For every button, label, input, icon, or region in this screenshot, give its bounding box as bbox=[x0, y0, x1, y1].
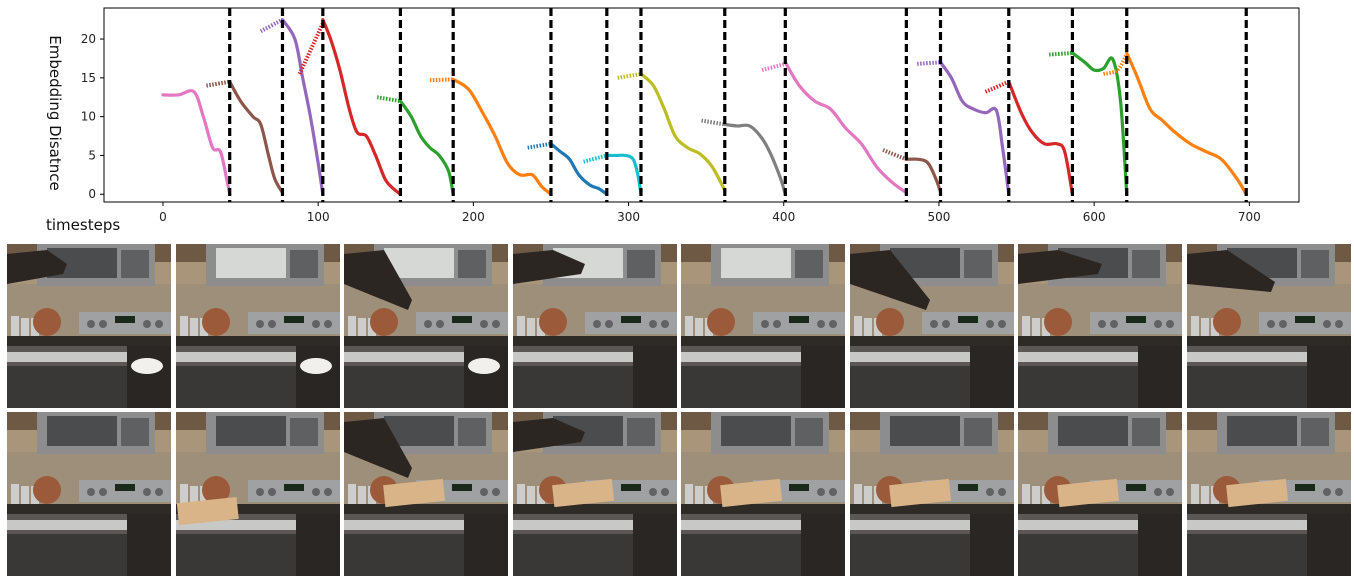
segment-line-0 bbox=[161, 89, 232, 196]
segment-line-4 bbox=[398, 99, 455, 196]
plot-frame bbox=[103, 7, 1300, 203]
video-frame bbox=[849, 412, 1014, 576]
video-frame bbox=[512, 412, 677, 576]
segment-line-8 bbox=[639, 72, 727, 192]
x-axis-label: timesteps bbox=[46, 216, 120, 234]
video-frame bbox=[344, 412, 508, 576]
video-frame bbox=[344, 244, 508, 408]
segment-lead-in-1 bbox=[206, 79, 231, 88]
video-frame bbox=[1186, 244, 1351, 408]
y-tick-label: 20 bbox=[81, 32, 96, 46]
video-frame bbox=[7, 412, 171, 576]
segment-lead-in-10 bbox=[761, 61, 786, 73]
segment-line-3 bbox=[321, 18, 403, 196]
segment-line-9 bbox=[723, 122, 787, 196]
x-tick-label: 0 bbox=[159, 210, 167, 224]
segment-lead-in-9 bbox=[701, 118, 726, 127]
segment-lead-in-13 bbox=[984, 79, 1010, 94]
y-axis-label: Embedding Disatnce bbox=[46, 35, 64, 190]
segment-line-12 bbox=[938, 60, 1011, 196]
embedding-distance-chart: 0 100 200 300 400 500 600 700 0 5 10 15 20 Embedding… bbox=[46, 7, 1300, 234]
segment-lead-in-8 bbox=[617, 71, 642, 80]
segment-line-2 bbox=[280, 18, 325, 196]
segment-lead-in-12 bbox=[917, 60, 941, 66]
video-frame bbox=[7, 244, 171, 408]
plot-area bbox=[161, 8, 1248, 202]
x-tick-label: 300 bbox=[617, 210, 640, 224]
axes: 0 100 200 300 400 500 600 700 0 5 10 15 20 bbox=[81, 7, 1300, 224]
x-tick-label: 400 bbox=[772, 210, 795, 224]
segment-line-1 bbox=[228, 80, 285, 195]
video-frame bbox=[175, 412, 340, 576]
segment-line-10 bbox=[783, 60, 908, 195]
video-frame bbox=[681, 244, 845, 408]
x-tick-label: 200 bbox=[462, 210, 485, 224]
segment-lead-in-15 bbox=[1102, 53, 1129, 76]
segment-line-15 bbox=[1125, 51, 1248, 196]
video-frame bbox=[175, 244, 340, 408]
y-tick-label: 10 bbox=[81, 110, 96, 124]
video-frames-grid bbox=[7, 244, 1351, 576]
x-tick-label: 700 bbox=[1238, 210, 1261, 224]
segment-lead-in-2 bbox=[259, 17, 284, 34]
y-tick-label: 15 bbox=[81, 71, 96, 85]
video-frame bbox=[849, 244, 1014, 408]
segment-line-6 bbox=[549, 142, 609, 196]
y-tick-label: 0 bbox=[88, 187, 96, 201]
video-frame bbox=[1018, 412, 1182, 576]
segment-line-13 bbox=[1007, 80, 1075, 196]
x-tick-label: 100 bbox=[307, 210, 330, 224]
video-frame bbox=[512, 244, 677, 408]
segment-lead-in-5 bbox=[429, 77, 454, 83]
segment-lead-in-7 bbox=[583, 153, 608, 164]
video-frame bbox=[1018, 244, 1182, 408]
segment-line-7 bbox=[605, 153, 643, 196]
segment-lead-in-3 bbox=[297, 22, 325, 75]
video-frame bbox=[681, 412, 845, 576]
segment-lead-in-6 bbox=[527, 141, 552, 150]
video-frame bbox=[1186, 412, 1351, 576]
segment-line-5 bbox=[451, 77, 553, 196]
segment-lead-in-4 bbox=[376, 95, 401, 104]
segment-line-11 bbox=[904, 157, 943, 194]
x-tick-label: 500 bbox=[927, 210, 950, 224]
segment-lead-in-11 bbox=[882, 148, 908, 162]
y-tick-label: 5 bbox=[88, 148, 96, 162]
segment-line-14 bbox=[1070, 51, 1129, 196]
x-tick-label: 600 bbox=[1083, 210, 1106, 224]
segment-lead-in-14 bbox=[1049, 51, 1073, 57]
